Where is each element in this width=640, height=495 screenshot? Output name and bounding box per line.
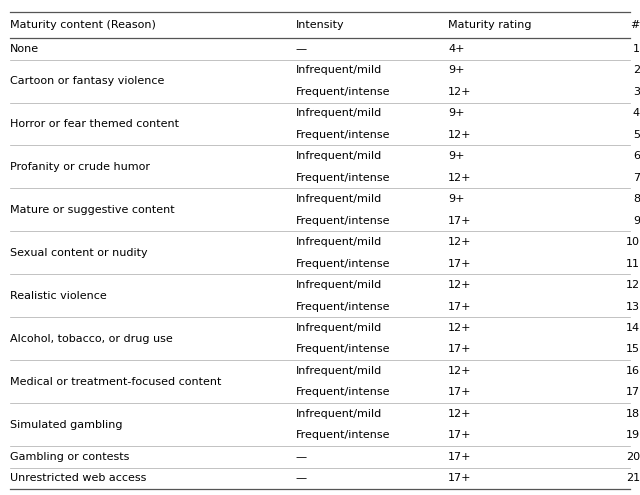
Text: 20: 20 (626, 452, 640, 462)
Text: 9+: 9+ (448, 151, 465, 161)
Text: 17+: 17+ (448, 301, 472, 311)
Text: 13: 13 (626, 301, 640, 311)
Text: Frequent/intense: Frequent/intense (296, 345, 390, 354)
Text: Unrestricted web access: Unrestricted web access (10, 473, 146, 483)
Text: 12+: 12+ (448, 280, 472, 290)
Text: Frequent/intense: Frequent/intense (296, 87, 390, 97)
Text: Infrequent/mild: Infrequent/mild (296, 108, 382, 118)
Text: Infrequent/mild: Infrequent/mild (296, 194, 382, 204)
Text: 1: 1 (633, 44, 640, 54)
Text: Frequent/intense: Frequent/intense (296, 216, 390, 226)
Text: Mature or suggestive content: Mature or suggestive content (10, 205, 174, 215)
Text: 17+: 17+ (448, 258, 472, 269)
Text: Medical or treatment-focused content: Medical or treatment-focused content (10, 377, 221, 387)
Text: 7: 7 (633, 173, 640, 183)
Text: Simulated gambling: Simulated gambling (10, 420, 122, 430)
Text: 17+: 17+ (448, 216, 472, 226)
Text: 17+: 17+ (448, 430, 472, 441)
Text: Realistic violence: Realistic violence (10, 291, 106, 301)
Text: 4: 4 (633, 108, 640, 118)
Text: 12+: 12+ (448, 87, 472, 97)
Text: 8: 8 (633, 194, 640, 204)
Text: 2: 2 (633, 65, 640, 75)
Text: —: — (296, 473, 307, 483)
Text: 17+: 17+ (448, 473, 472, 483)
Text: Infrequent/mild: Infrequent/mild (296, 151, 382, 161)
Text: Maturity rating: Maturity rating (448, 20, 531, 30)
Text: —: — (296, 44, 307, 54)
Text: —: — (296, 452, 307, 462)
Text: Cartoon or fantasy violence: Cartoon or fantasy violence (10, 76, 164, 86)
Text: 14: 14 (626, 323, 640, 333)
Text: 10: 10 (626, 237, 640, 247)
Text: 17+: 17+ (448, 388, 472, 397)
Text: Horror or fear themed content: Horror or fear themed content (10, 119, 179, 129)
Text: 15: 15 (626, 345, 640, 354)
Text: 17+: 17+ (448, 452, 472, 462)
Text: Alcohol, tobacco, or drug use: Alcohol, tobacco, or drug use (10, 334, 172, 344)
Text: 12+: 12+ (448, 409, 472, 419)
Text: None: None (10, 44, 39, 54)
Text: 4+: 4+ (448, 44, 465, 54)
Text: 21: 21 (626, 473, 640, 483)
Text: Frequent/intense: Frequent/intense (296, 130, 390, 140)
Text: Infrequent/mild: Infrequent/mild (296, 65, 382, 75)
Text: 9+: 9+ (448, 194, 465, 204)
Text: 16: 16 (626, 366, 640, 376)
Text: Profanity or crude humor: Profanity or crude humor (10, 162, 150, 172)
Text: 9: 9 (633, 216, 640, 226)
Text: 17: 17 (626, 388, 640, 397)
Text: Frequent/intense: Frequent/intense (296, 388, 390, 397)
Text: 6: 6 (633, 151, 640, 161)
Text: 18: 18 (626, 409, 640, 419)
Text: 12+: 12+ (448, 173, 472, 183)
Text: Frequent/intense: Frequent/intense (296, 173, 390, 183)
Text: Infrequent/mild: Infrequent/mild (296, 280, 382, 290)
Text: Infrequent/mild: Infrequent/mild (296, 237, 382, 247)
Text: 9+: 9+ (448, 108, 465, 118)
Text: 17+: 17+ (448, 345, 472, 354)
Text: Frequent/intense: Frequent/intense (296, 258, 390, 269)
Text: 9+: 9+ (448, 65, 465, 75)
Text: 12: 12 (626, 280, 640, 290)
Text: 12+: 12+ (448, 366, 472, 376)
Text: Gambling or contests: Gambling or contests (10, 452, 129, 462)
Text: Maturity content (Reason): Maturity content (Reason) (10, 20, 156, 30)
Text: Infrequent/mild: Infrequent/mild (296, 366, 382, 376)
Text: 19: 19 (626, 430, 640, 441)
Text: 3: 3 (633, 87, 640, 97)
Text: 11: 11 (626, 258, 640, 269)
Text: 5: 5 (633, 130, 640, 140)
Text: #: # (630, 20, 640, 30)
Text: Frequent/intense: Frequent/intense (296, 301, 390, 311)
Text: 12+: 12+ (448, 323, 472, 333)
Text: Frequent/intense: Frequent/intense (296, 430, 390, 441)
Text: Sexual content or nudity: Sexual content or nudity (10, 248, 147, 258)
Text: 12+: 12+ (448, 237, 472, 247)
Text: Infrequent/mild: Infrequent/mild (296, 409, 382, 419)
Text: Infrequent/mild: Infrequent/mild (296, 323, 382, 333)
Text: 12+: 12+ (448, 130, 472, 140)
Text: Intensity: Intensity (296, 20, 344, 30)
